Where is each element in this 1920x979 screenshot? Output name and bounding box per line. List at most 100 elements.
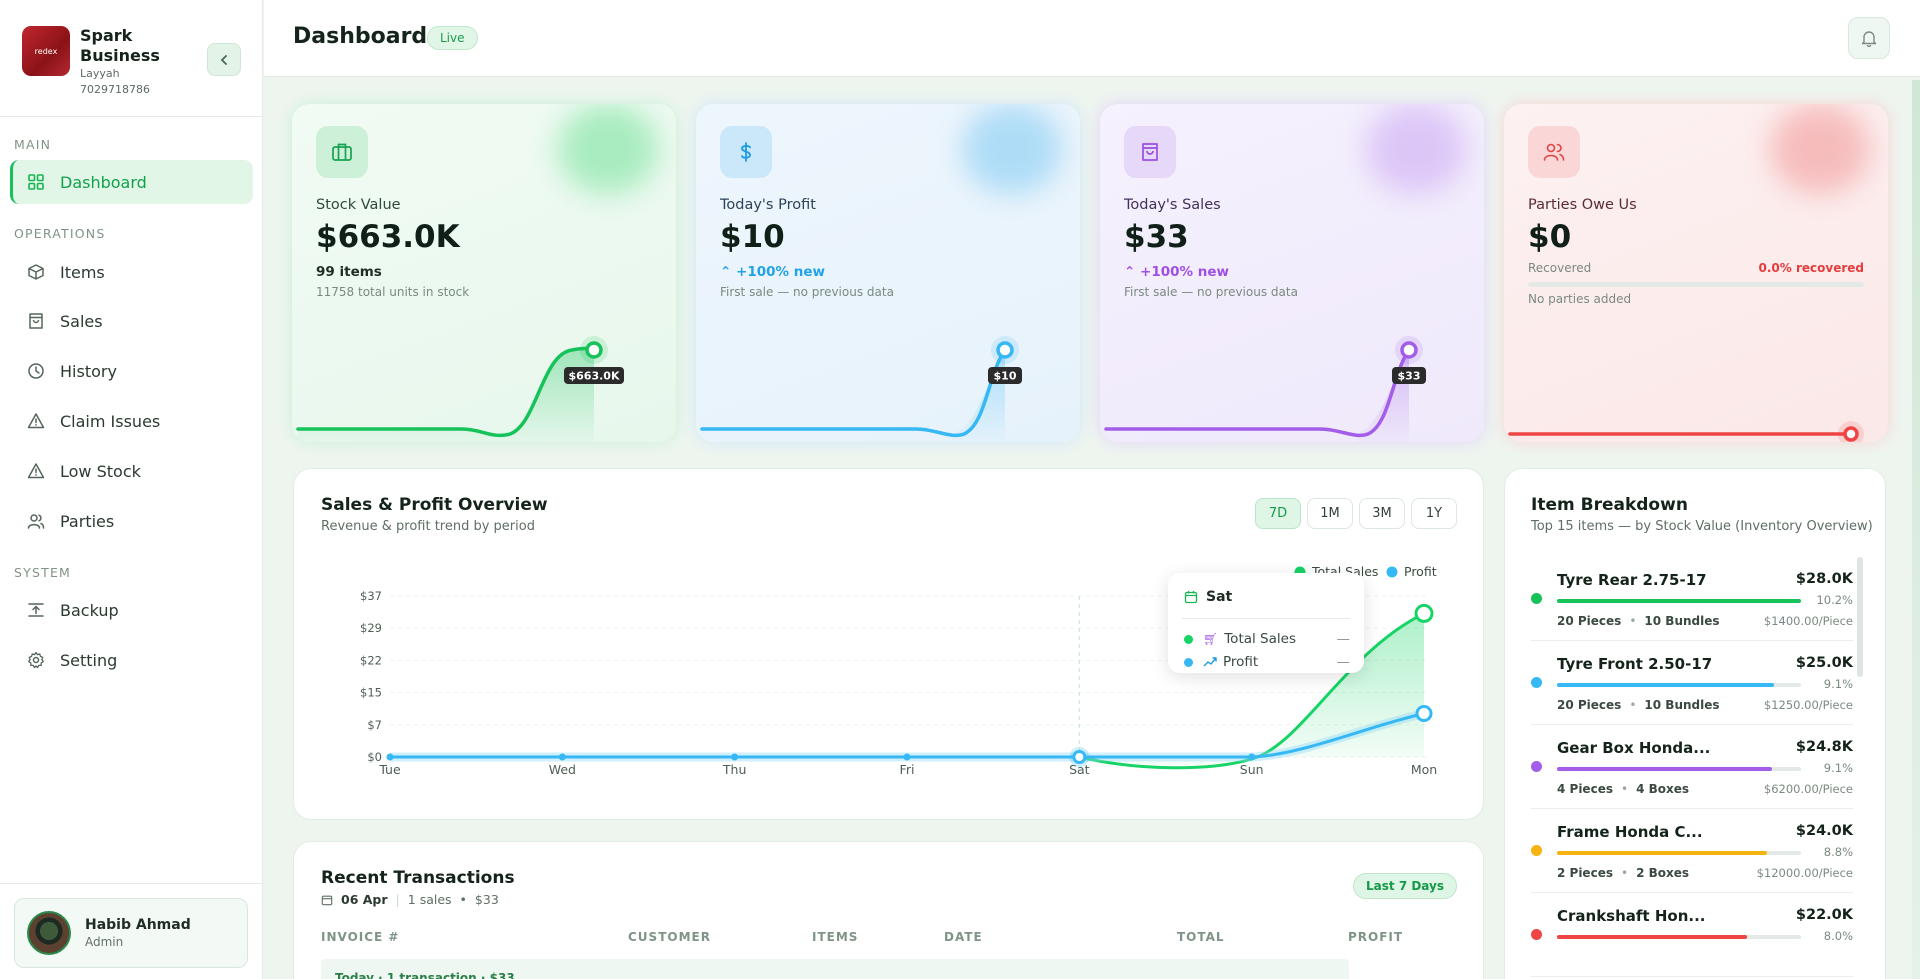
calendar-icon xyxy=(1184,591,1198,604)
x-tick-label: Sat xyxy=(1069,762,1090,777)
item-packs: 2 Boxes xyxy=(1636,866,1690,880)
page-scrollbar[interactable] xyxy=(1912,80,1920,979)
series-dot xyxy=(1531,761,1542,772)
breakdown-item[interactable]: Frame Honda C... $24.0K 8.8% 2 Pieces • 2 B… xyxy=(1531,809,1853,893)
item-share-bar xyxy=(1557,851,1801,855)
breakdown-item[interactable]: Tyre Front 2.50-17 $25.0K 9.1% 20 Pieces • … xyxy=(1531,641,1853,725)
cart-icon: 🛒︎ xyxy=(1203,632,1219,646)
breakdown-item[interactable]: Crankshaft Hon... $22.0K 8.0% xyxy=(1531,893,1853,977)
clock-icon xyxy=(26,361,46,381)
range-tab-3m[interactable]: 3M xyxy=(1359,498,1405,529)
backup-icon xyxy=(26,600,46,620)
tooltip-day: Sat xyxy=(1206,589,1233,605)
decorative-blob xyxy=(1770,104,1870,194)
sidebar-item-items[interactable]: Items xyxy=(10,250,253,294)
column-header-customer[interactable]: CUSTOMER xyxy=(628,930,711,944)
brand: redex Spark Business Layyah 7029718786 xyxy=(22,26,180,98)
grid-icon xyxy=(26,172,46,192)
column-header-date[interactable]: DATE xyxy=(944,930,983,944)
sales-point-mon xyxy=(1414,603,1434,623)
panel-title: Item Breakdown xyxy=(1531,495,1688,515)
sidebar-item-label: Dashboard xyxy=(60,172,147,192)
stat-card-todays-sales[interactable]: Today's Sales $33 ⌃ +100% new First sale… xyxy=(1100,104,1484,442)
cube-icon xyxy=(26,262,46,282)
dollar-icon xyxy=(720,126,772,178)
brand-logo-text: redex xyxy=(34,46,58,56)
legend-label-profit: Profit xyxy=(1404,564,1437,579)
stat-card-stock-value[interactable]: Stock Value $663.0K 99 items 11758 total… xyxy=(292,104,676,442)
todays-sales-sparkline: $33 xyxy=(1104,336,1426,442)
user-profile-card[interactable]: Habib Ahmad Admin xyxy=(14,898,248,968)
item-unit-price: $6200.00/Piece xyxy=(1763,782,1853,796)
recovered-progress-bar xyxy=(1528,282,1864,287)
chart-tooltip: Sat 🛒︎ Total Sales — Profit — xyxy=(1168,573,1364,673)
item-name: Gear Box Honda... xyxy=(1557,739,1711,757)
range-tab-7d[interactable]: 7D xyxy=(1255,498,1301,529)
series-dot xyxy=(1531,593,1542,604)
scrollbar[interactable] xyxy=(1857,557,1863,677)
recovered-percent: 0.0% recovered xyxy=(1758,261,1864,275)
sidebar-item-setting[interactable]: Setting xyxy=(10,638,253,682)
sidebar-item-dashboard[interactable]: Dashboard xyxy=(10,160,253,204)
section-label-operations: OPERATIONS xyxy=(14,226,106,241)
range-badge[interactable]: Last 7 Days xyxy=(1353,873,1457,899)
notifications-button[interactable] xyxy=(1848,17,1890,59)
column-header-invoice[interactable]: INVOICE # xyxy=(321,930,400,944)
column-header-total[interactable]: TOTAL xyxy=(1177,930,1225,944)
card-value: $663.0K xyxy=(316,219,460,255)
brand-phone: 7029718786 xyxy=(80,83,150,96)
sidebar-item-label: Setting xyxy=(60,650,118,670)
series-dot xyxy=(1531,929,1542,940)
item-share-bar xyxy=(1557,767,1801,771)
tooltip-profit-label: Profit xyxy=(1223,654,1259,670)
chevron-left-icon xyxy=(220,54,227,65)
stat-card-todays-profit[interactable]: Today's Profit $10 ⌃ +100% new First sal… xyxy=(696,104,1080,442)
tooltip-row-sales: 🛒︎ Total Sales — xyxy=(1184,631,1350,647)
range-tab-1m[interactable]: 1M xyxy=(1307,498,1353,529)
brand-location: Layyah xyxy=(80,67,120,80)
user-role: Admin xyxy=(85,935,124,949)
item-name: Tyre Front 2.50-17 xyxy=(1557,655,1713,673)
page-title: Dashboard xyxy=(293,24,428,49)
breakdown-item[interactable]: Tyre Rear 2.75-17 $28.0K 10.2% 20 Pieces • … xyxy=(1531,557,1853,641)
profit-point xyxy=(731,753,739,761)
item-name: Crankshaft Hon... xyxy=(1557,907,1706,925)
transaction-group-today[interactable]: Today · 1 transaction · $33 xyxy=(321,959,1349,979)
card-caption: 11758 total units in stock xyxy=(316,285,470,299)
card-tag: $33 xyxy=(1398,370,1421,383)
profit-point xyxy=(1248,753,1256,761)
section-label-main: MAIN xyxy=(14,137,52,152)
sidebar-item-parties[interactable]: Parties xyxy=(10,499,253,543)
sidebar-item-low-stock[interactable]: Low Stock xyxy=(10,449,253,493)
collapse-sidebar-button[interactable] xyxy=(207,43,241,76)
tooltip-sales-value: — xyxy=(1336,631,1351,647)
transactions-date: 06 Apr xyxy=(341,892,388,907)
sidebar-item-backup[interactable]: Backup xyxy=(10,588,253,632)
stat-card-parties-owe-us[interactable]: Parties Owe Us $0 Recovered 0.0% recover… xyxy=(1504,104,1888,442)
item-packs: 10 Bundles xyxy=(1644,698,1720,712)
breakdown-item[interactable]: Gear Box Honda... $24.8K 9.1% 4 Pieces • 4 … xyxy=(1531,725,1853,809)
item-pieces: 20 Pieces xyxy=(1557,614,1622,628)
x-tick-label: Mon xyxy=(1411,762,1437,777)
item-unit-price: $12000.00/Piece xyxy=(1756,866,1853,880)
avatar xyxy=(27,911,71,955)
decorative-blob xyxy=(558,104,658,194)
sidebar-item-sales[interactable]: Sales xyxy=(10,299,253,343)
card-tag: $10 xyxy=(994,370,1017,383)
card-tag: $663.0K xyxy=(569,370,620,383)
panel-subtitle: Top 15 items — by Stock Value (Inventory… xyxy=(1531,519,1873,534)
x-tick-label: Fri xyxy=(900,762,915,777)
item-share-percent: 9.1% xyxy=(1823,677,1853,691)
item-value: $25.0K xyxy=(1795,655,1853,671)
sidebar-item-claim-issues[interactable]: Claim Issues xyxy=(10,399,253,443)
column-header-profit[interactable]: PROFIT xyxy=(1348,930,1404,944)
sidebar-item-history[interactable]: History xyxy=(10,349,253,393)
item-value: $28.0K xyxy=(1795,571,1853,587)
profit-point xyxy=(558,753,566,761)
y-tick-label: $37 xyxy=(360,589,382,603)
calendar-icon xyxy=(321,895,333,905)
decorative-blob xyxy=(962,104,1062,194)
column-header-items[interactable]: ITEMS xyxy=(812,930,859,944)
range-tab-1y[interactable]: 1Y xyxy=(1411,498,1457,529)
item-share-percent: 8.8% xyxy=(1823,845,1853,859)
